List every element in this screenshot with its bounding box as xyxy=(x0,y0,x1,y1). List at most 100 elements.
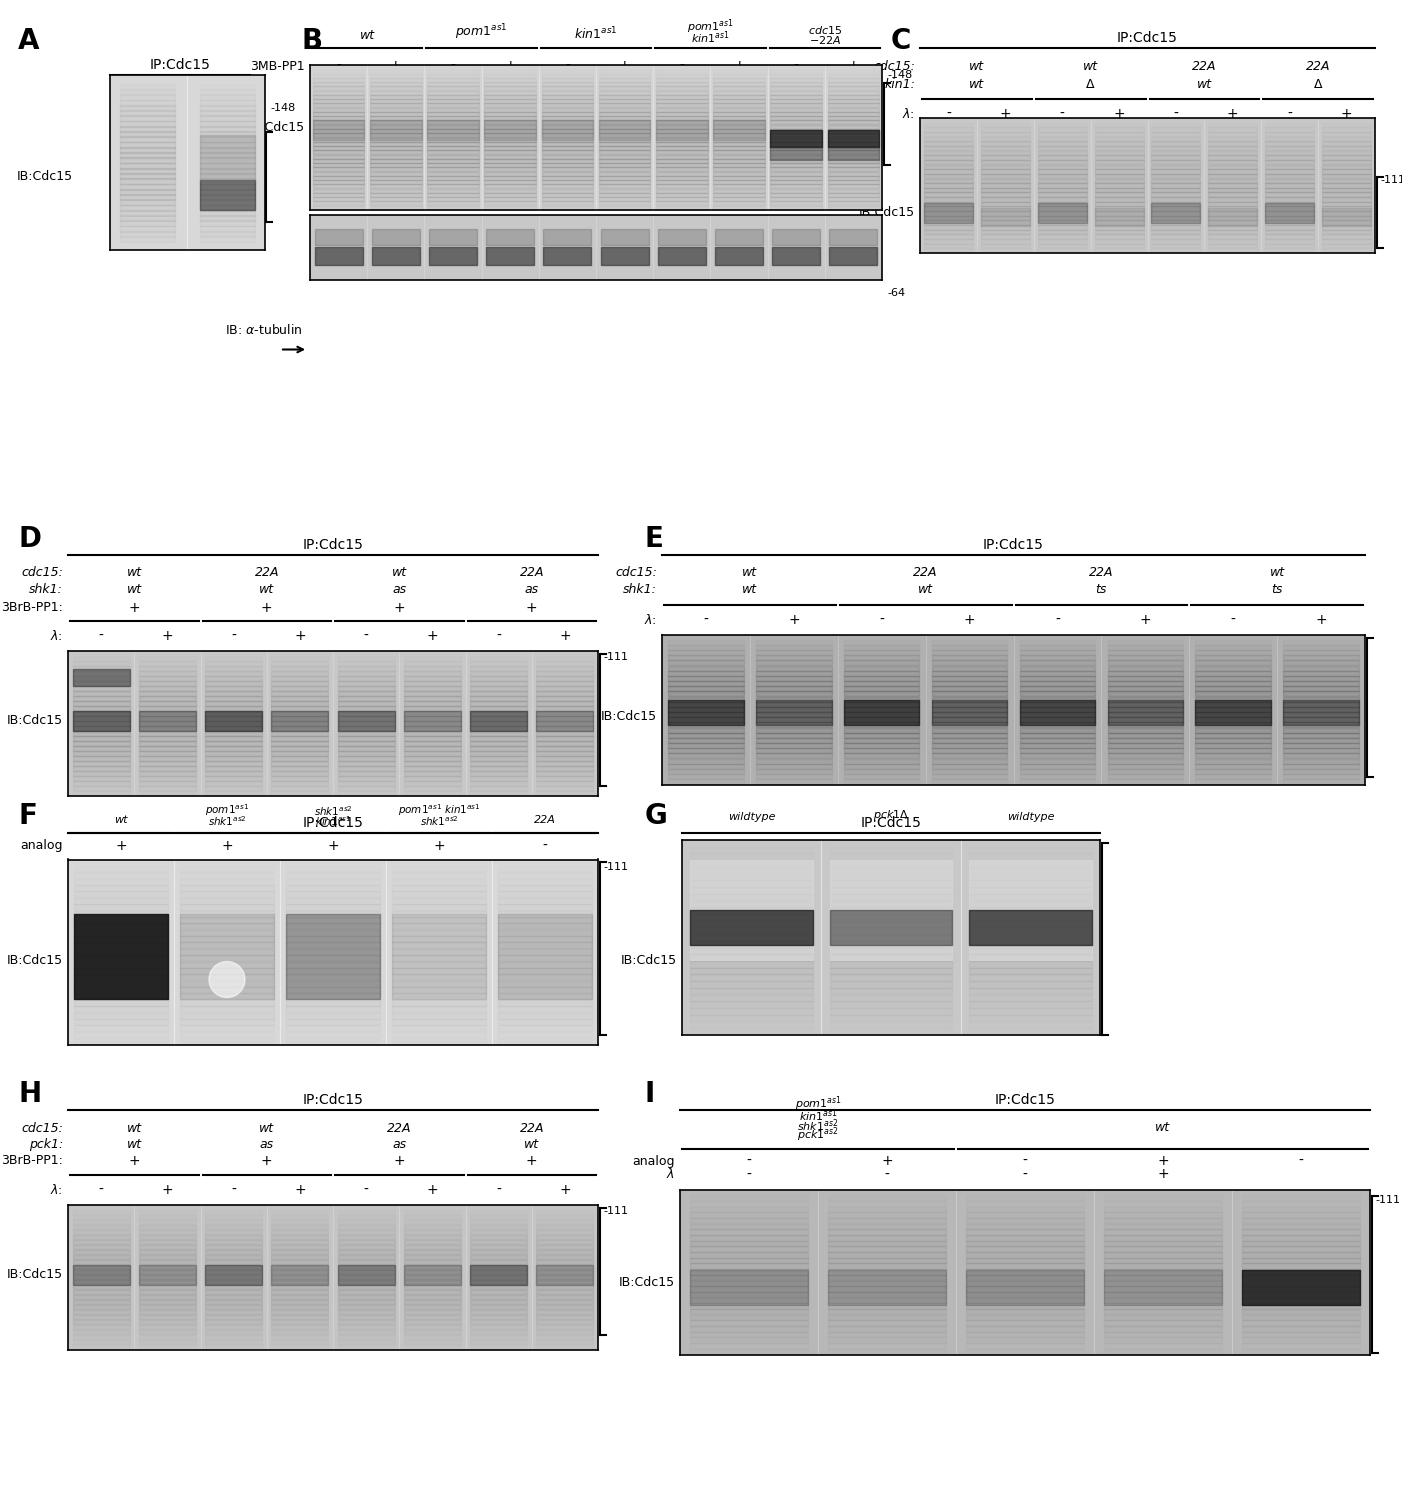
Text: as: as xyxy=(524,584,538,596)
Text: $\lambda$: $\lambda$ xyxy=(666,1167,674,1182)
Text: 22A: 22A xyxy=(520,1122,544,1134)
Text: wildtype: wildtype xyxy=(1007,812,1054,822)
Text: -111: -111 xyxy=(1375,1196,1401,1204)
Text: $shk1^{as2}$: $shk1^{as2}$ xyxy=(419,815,458,828)
Text: IB:Cdc15: IB:Cdc15 xyxy=(7,714,63,726)
Text: -: - xyxy=(231,628,236,644)
Text: IB:Cdc15: IB:Cdc15 xyxy=(859,207,916,219)
Text: $-22A$: $-22A$ xyxy=(809,34,841,46)
Text: $\lambda$:: $\lambda$: xyxy=(50,628,63,644)
Text: IP:Cdc15: IP:Cdc15 xyxy=(994,1094,1056,1107)
Text: +: + xyxy=(559,628,571,644)
Text: IP:Cdc15: IP:Cdc15 xyxy=(303,816,363,830)
Text: -: - xyxy=(1173,106,1178,122)
Text: +: + xyxy=(733,58,744,74)
Text: IB:Cdc15: IB:Cdc15 xyxy=(250,122,306,134)
Text: +: + xyxy=(1140,612,1151,627)
Text: IP:Cdc15: IP:Cdc15 xyxy=(1117,32,1178,45)
Text: +: + xyxy=(426,628,439,644)
Text: wildtype: wildtype xyxy=(728,812,775,822)
Text: -111: -111 xyxy=(603,652,628,662)
Text: ts: ts xyxy=(1272,584,1283,596)
Text: -: - xyxy=(1060,106,1064,122)
Text: A: A xyxy=(18,27,39,56)
Text: -: - xyxy=(165,86,171,100)
Text: cdc15:: cdc15: xyxy=(21,567,63,579)
Text: +: + xyxy=(559,1182,571,1197)
Text: -: - xyxy=(746,1154,751,1168)
Text: wt: wt xyxy=(742,567,757,579)
Text: wt: wt xyxy=(918,584,934,596)
Text: -111: -111 xyxy=(1380,176,1402,184)
Text: as: as xyxy=(393,1138,407,1150)
Text: -: - xyxy=(565,58,569,74)
Text: +: + xyxy=(294,628,306,644)
Text: IB:Cdc15: IB:Cdc15 xyxy=(7,1269,63,1281)
Text: -148: -148 xyxy=(887,70,913,80)
Text: -: - xyxy=(1054,612,1060,627)
Text: -: - xyxy=(363,628,369,644)
Text: $pck1\Delta$: $pck1\Delta$ xyxy=(873,808,908,822)
Text: +: + xyxy=(394,1154,405,1168)
Text: IB:Cdc15: IB:Cdc15 xyxy=(621,954,677,966)
Text: $kin1^{as1}$: $kin1^{as1}$ xyxy=(575,26,618,42)
Text: IP:Cdc15: IP:Cdc15 xyxy=(303,1094,363,1107)
Text: C: C xyxy=(890,27,911,56)
Text: shk1:: shk1: xyxy=(29,584,63,596)
Text: $kin1^{as1}$: $kin1^{as1}$ xyxy=(691,30,730,46)
Text: +: + xyxy=(294,1182,306,1197)
Text: +: + xyxy=(788,612,799,627)
Text: -: - xyxy=(1287,106,1293,122)
Text: -: - xyxy=(231,1182,236,1197)
Text: wt: wt xyxy=(969,60,984,72)
Text: wt: wt xyxy=(126,1138,142,1150)
Text: +: + xyxy=(115,839,126,854)
Text: $pom1^{as1}$: $pom1^{as1}$ xyxy=(456,22,508,42)
Text: +: + xyxy=(213,86,226,100)
Text: kin1:: kin1: xyxy=(885,78,916,90)
Text: +: + xyxy=(129,600,140,615)
Text: $\lambda$:: $\lambda$: xyxy=(903,106,916,122)
Text: -: - xyxy=(543,839,547,854)
Text: 22A: 22A xyxy=(1089,567,1113,579)
Text: 3BrB-PP1:: 3BrB-PP1: xyxy=(1,602,63,613)
Text: $pom1^{as1}$ $kin1^{as1}$: $pom1^{as1}$ $kin1^{as1}$ xyxy=(398,801,481,818)
Text: +: + xyxy=(129,1154,140,1168)
Text: 22A: 22A xyxy=(1305,60,1330,72)
Text: $pom1^{as1}$: $pom1^{as1}$ xyxy=(795,1095,841,1113)
Text: +: + xyxy=(433,839,444,854)
Text: 22A: 22A xyxy=(387,1122,412,1134)
Text: $\lambda$:: $\lambda$: xyxy=(645,612,658,627)
Text: wt: wt xyxy=(969,78,984,90)
Text: IB:Cdc15: IB:Cdc15 xyxy=(17,171,73,183)
Text: +: + xyxy=(426,1182,439,1197)
Text: IB:Cdc15: IB:Cdc15 xyxy=(618,1276,674,1288)
Text: +: + xyxy=(222,839,233,854)
Text: IB:Cdc15: IB:Cdc15 xyxy=(7,954,63,966)
Text: IB: $\alpha$-tubulin: IB: $\alpha$-tubulin xyxy=(224,322,303,338)
Text: +: + xyxy=(161,628,174,644)
Text: as: as xyxy=(259,1138,273,1150)
Text: 22A: 22A xyxy=(255,567,279,579)
Text: wt: wt xyxy=(524,1138,540,1150)
Text: $\lambda$:: $\lambda$: xyxy=(109,86,123,100)
Text: $shk1^{as2}$: $shk1^{as2}$ xyxy=(314,804,352,818)
Text: -: - xyxy=(98,628,104,644)
Text: +: + xyxy=(261,1154,272,1168)
Text: D: D xyxy=(18,525,41,554)
Text: $pom1^{as1}$: $pom1^{as1}$ xyxy=(205,801,250,818)
Text: IP:Cdc15: IP:Cdc15 xyxy=(983,538,1044,552)
Text: wt: wt xyxy=(742,584,757,596)
Text: $kin1^{as1}$: $kin1^{as1}$ xyxy=(799,1107,837,1124)
Text: wt: wt xyxy=(1197,78,1211,90)
Text: $shk1^{as2}$: $shk1^{as2}$ xyxy=(207,815,247,828)
Text: -: - xyxy=(336,58,341,74)
Text: wt: wt xyxy=(126,584,142,596)
Text: -: - xyxy=(450,58,456,74)
Text: F: F xyxy=(18,802,36,831)
Text: $\Delta$: $\Delta$ xyxy=(1085,78,1096,90)
Text: -: - xyxy=(680,58,684,74)
Text: -: - xyxy=(879,612,885,627)
Text: +: + xyxy=(526,600,537,615)
Text: wt: wt xyxy=(391,567,407,579)
